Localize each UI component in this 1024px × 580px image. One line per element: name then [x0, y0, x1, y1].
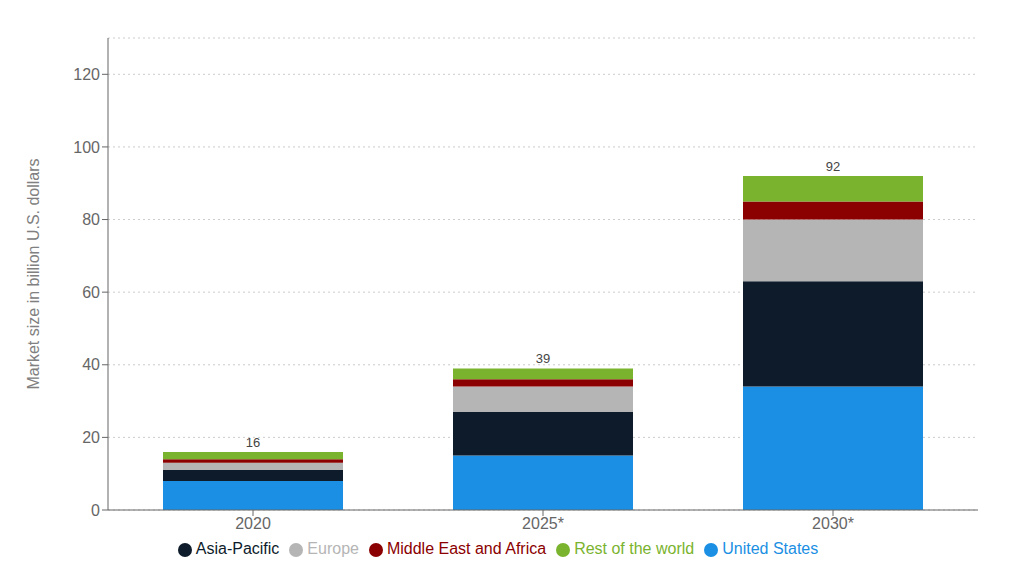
html-text:Europe: Europe	[307, 540, 359, 557]
svg-text:39: 39	[536, 351, 550, 366]
svg-text:Market size in billion U.S. do: Market size in billion U.S. dollars	[25, 158, 42, 389]
html-text:United States: United States	[722, 540, 819, 557]
html-text:Asia-Pacific: Asia-Pacific	[195, 540, 280, 557]
svg-text:2030*: 2030*	[812, 515, 854, 532]
svg-text:16: 16	[246, 435, 260, 450]
svg-text:20: 20	[82, 429, 100, 446]
svg-text:80: 80	[82, 211, 100, 228]
svg-text:120: 120	[73, 66, 100, 83]
svg-text:2020: 2020	[235, 515, 271, 532]
svg-text:60: 60	[82, 284, 100, 301]
svg-text:92: 92	[826, 159, 840, 174]
svg-text:2025*: 2025*	[522, 515, 564, 532]
svg-text:0: 0	[91, 502, 100, 519]
html-text:Middle East and Africa: Middle East and Africa	[386, 540, 547, 557]
svg-text:40: 40	[82, 356, 100, 373]
html-text:Rest of the world: Rest of the world	[574, 540, 695, 557]
svg-text:100: 100	[73, 139, 100, 156]
